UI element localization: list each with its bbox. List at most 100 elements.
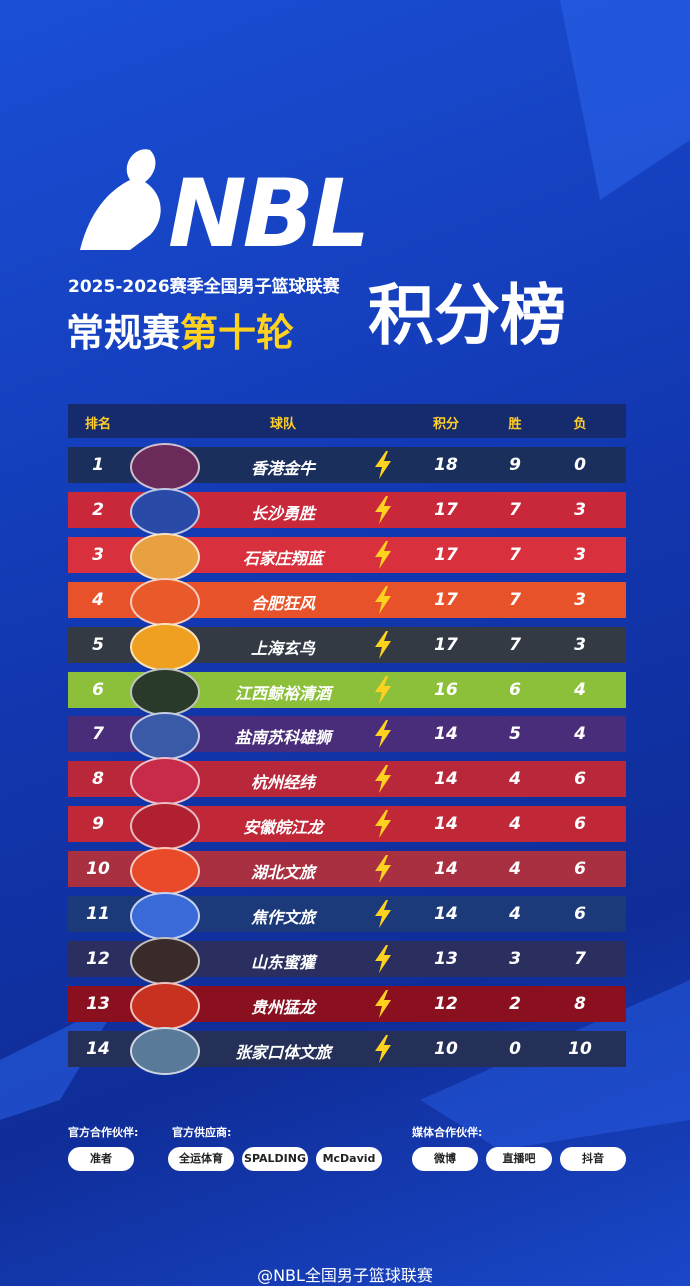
losses: 0 [574, 455, 586, 475]
team-logo [130, 577, 200, 626]
team-logo [130, 757, 200, 806]
bolt-icon [375, 675, 391, 704]
season: 2025-2026赛季全国男子篮球联赛 [68, 277, 340, 297]
team-name: 山东蜜獾 [250, 952, 316, 972]
points: 17 [434, 499, 458, 520]
sponsor-logo: 准者 [68, 1147, 134, 1171]
wins: 4 [509, 859, 521, 880]
rank: 10 [86, 859, 110, 880]
bolt-icon [375, 765, 391, 794]
losses: 6 [574, 904, 586, 924]
rank: 12 [86, 948, 110, 969]
sponsor-label: 官方合作伙伴: [68, 1126, 139, 1139]
sponsor-logo: SPALDING [242, 1147, 308, 1171]
table-row: 5 上海玄鸟 17 7 3 [68, 622, 626, 671]
table-header: 排名 球队 积分 胜 负 [68, 404, 626, 438]
round: 第十轮 [180, 311, 295, 355]
table-row: 7 盐南苏科雄狮 14 5 4 [68, 712, 626, 761]
bolt-icon [375, 855, 391, 884]
table-row: 14 张家口体文旅 10 0 10 [68, 1026, 626, 1075]
column-header: 球队 [269, 417, 297, 432]
stage-text: 常规赛 [66, 311, 181, 355]
bolt-icon [375, 989, 391, 1018]
bolt-icon [375, 720, 391, 749]
wins: 4 [509, 904, 521, 924]
wins: 4 [509, 814, 521, 835]
team-logo [130, 802, 200, 851]
column-header: 负 [573, 417, 587, 432]
bolt-icon [375, 900, 391, 928]
wins: 0 [509, 1038, 521, 1059]
team-logo [130, 1026, 200, 1075]
points: 17 [434, 544, 458, 565]
table-row: 8 杭州经纬 14 4 6 [68, 757, 626, 806]
team-name: 长沙勇胜 [250, 503, 316, 523]
bolt-icon [375, 1034, 391, 1063]
table-row: 10 湖北文旅 14 4 6 [68, 847, 626, 896]
rank: 11 [86, 904, 110, 924]
wins: 5 [509, 724, 521, 745]
bolt-icon [375, 495, 391, 524]
team-logo [130, 487, 200, 536]
rank: 2 [92, 499, 104, 520]
losses: 4 [574, 679, 586, 700]
team-name: 张家口体文旅 [234, 1042, 332, 1062]
title: 积分榜 [368, 277, 566, 354]
losses: 6 [574, 814, 586, 835]
points: 13 [434, 948, 458, 969]
table-row: 6 江西鲸裕清酒 16 6 4 [68, 667, 626, 716]
points: 14 [434, 904, 458, 924]
team-name: 盐南苏科雄狮 [234, 728, 332, 748]
column-header: 积分 [432, 417, 460, 432]
bolt-icon [375, 451, 391, 479]
sponsor-logo: McDavid [316, 1147, 382, 1171]
team-name: 上海玄鸟 [250, 638, 316, 658]
points: 10 [434, 1038, 458, 1059]
sponsor-logo: 直播吧 [486, 1147, 552, 1171]
sponsor-logo: 全运体育 [168, 1147, 234, 1171]
team-name: 香港金牛 [250, 459, 316, 478]
points: 14 [434, 769, 458, 790]
losses: 6 [574, 859, 586, 880]
rank: 7 [92, 724, 104, 745]
losses: 4 [574, 724, 586, 745]
wins: 7 [509, 499, 521, 520]
team-logo [130, 936, 200, 985]
table-row: 12 山东蜜獾 13 3 7 [68, 936, 626, 985]
stage: 常规赛第十轮 [66, 302, 294, 357]
wins: 4 [509, 769, 521, 790]
bolt-icon [375, 630, 391, 659]
points: 14 [434, 859, 458, 880]
bolt-icon [375, 944, 391, 973]
column-header: 排名 [84, 417, 112, 432]
bolt-icon [375, 540, 391, 569]
team-logo [130, 847, 200, 896]
rank: 4 [92, 589, 104, 610]
rank: 13 [86, 993, 110, 1014]
team-name: 贵州猛龙 [250, 997, 316, 1017]
table-row: 3 石家庄翔蓝 17 7 3 [68, 532, 626, 581]
team-name: 杭州经纬 [250, 773, 316, 793]
rank: 9 [92, 814, 104, 835]
points: 16 [434, 679, 458, 700]
points: 17 [434, 634, 458, 655]
losses: 6 [574, 769, 586, 790]
team-name: 石家庄翔蓝 [242, 548, 324, 568]
team-name: 合肥狂风 [250, 593, 316, 613]
losses: 8 [574, 993, 586, 1014]
points: 17 [434, 589, 458, 610]
losses: 3 [574, 544, 586, 565]
wins: 7 [509, 544, 521, 565]
team-name: 湖北文旅 [250, 863, 316, 883]
table-row: 11 焦作文旅 14 4 6 [68, 892, 626, 940]
sponsor-label: 媒体合作伙伴: [412, 1126, 483, 1139]
team-name: 焦作文旅 [250, 908, 316, 927]
wins: 9 [509, 455, 521, 475]
team-logo [130, 667, 200, 716]
bolt-icon [375, 585, 391, 614]
team-name: 江西鲸裕清酒 [234, 683, 332, 703]
team-name: 安徽皖江龙 [242, 818, 324, 838]
losses: 10 [568, 1038, 592, 1059]
logo: NBL [168, 160, 370, 269]
